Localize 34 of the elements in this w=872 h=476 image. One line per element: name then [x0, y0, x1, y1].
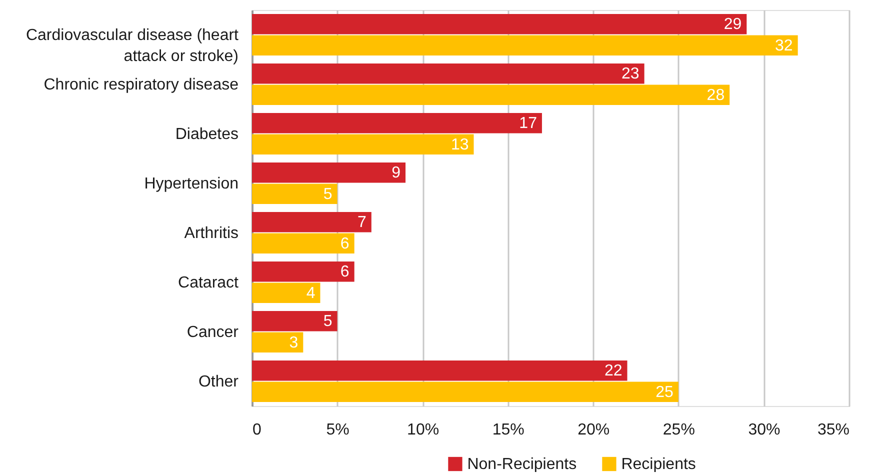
legend-label: Non-Recipients — [467, 456, 577, 473]
data-label: 6 — [340, 264, 350, 281]
data-label: 3 — [289, 334, 298, 352]
y-tick-label: Cataract — [178, 274, 240, 292]
data-label: 6 — [340, 235, 350, 252]
data-label: 22 — [604, 362, 622, 380]
y-tick-label: Other — [198, 373, 240, 390]
data-label: 29 — [724, 16, 742, 34]
y-tick-label: Cardiovascular disease (heart attack or stroke) — [26, 26, 240, 65]
data-label: 9 — [392, 164, 401, 182]
data-label: 13 — [450, 136, 469, 154]
data-label: 5 — [323, 313, 332, 330]
data-label: 28 — [706, 86, 725, 104]
x-tick-label: 10% — [407, 422, 440, 438]
y-tick-label: Hypertension — [144, 175, 238, 192]
legend-label: Recipients — [621, 456, 696, 473]
x-tick-label: 15% — [492, 422, 524, 438]
y-tick-label: Diabetes — [175, 126, 238, 143]
y-tick-label: Chronic respiratory disease — [44, 76, 239, 94]
x-tick-label: 0 — [252, 422, 262, 438]
data-label: 5 — [323, 186, 332, 203]
x-tick-label: 35% — [817, 422, 850, 438]
x-tick-label: 20% — [578, 422, 610, 438]
data-label: 7 — [357, 214, 366, 232]
data-label: 17 — [519, 115, 538, 132]
data-label: 4 — [306, 284, 316, 302]
data-label: 25 — [656, 384, 674, 401]
data-label: 23 — [622, 66, 640, 83]
y-tick-label: Cancer — [186, 324, 240, 341]
x-tick-label: 25% — [662, 422, 695, 438]
x-tick-label: 5% — [326, 422, 350, 438]
y-tick-label: Arthritis — [184, 224, 238, 242]
data-label: 32 — [775, 37, 793, 54]
x-tick-label: 30% — [748, 422, 780, 438]
